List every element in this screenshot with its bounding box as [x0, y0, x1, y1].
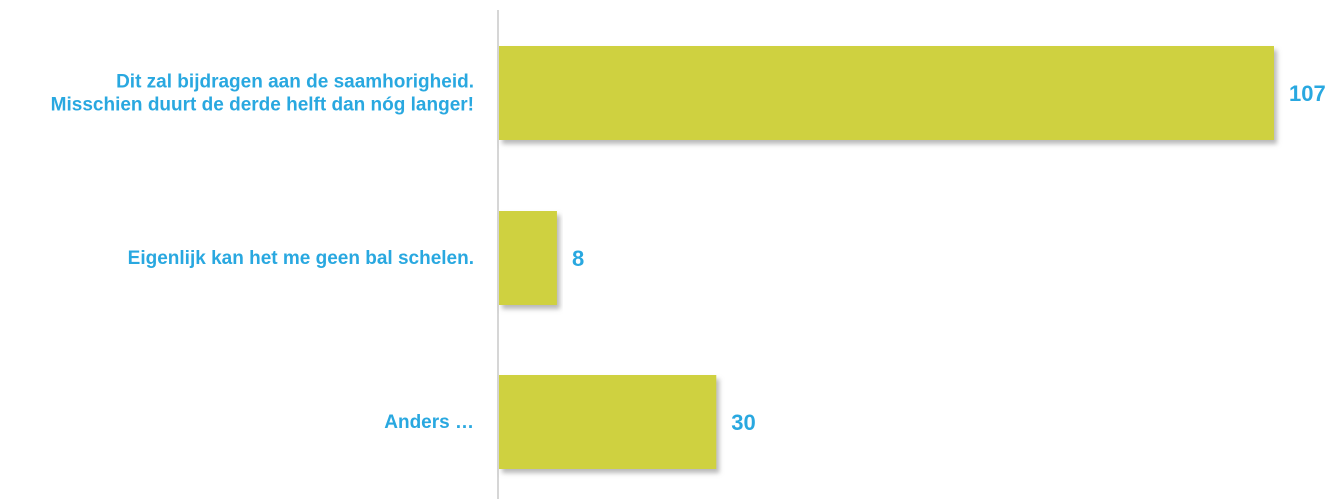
- data-label: 8: [572, 246, 584, 271]
- bars-layer: [499, 46, 1274, 469]
- category-label: Misschien duurt de derde helft dan nóg l…: [51, 95, 474, 116]
- bar: [499, 46, 1274, 140]
- bar: [499, 375, 717, 469]
- labels-layer: 107 Dit zal bijdragen aan de saamhorighei…: [51, 72, 1326, 436]
- category-label: Dit zal bijdragen aan de saamhorigheid.: [116, 72, 474, 93]
- data-label: 107: [1289, 81, 1326, 106]
- data-label: 30: [731, 410, 755, 435]
- category-label: Eigenlijk kan het me geen bal schelen.: [128, 248, 474, 269]
- category-label: Anders …: [384, 412, 474, 433]
- bar: [499, 211, 557, 305]
